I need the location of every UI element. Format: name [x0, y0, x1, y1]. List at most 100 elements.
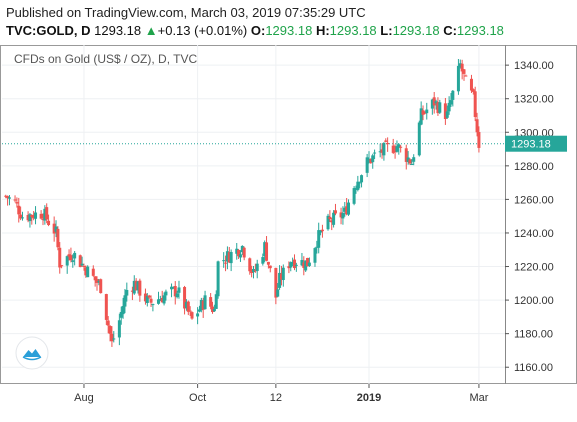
candle-body	[138, 280, 142, 296]
last-price-label: 1293.18	[511, 139, 551, 151]
candle-body	[104, 294, 108, 320]
candle-body	[354, 187, 358, 190]
candle-body	[17, 205, 21, 215]
candle-body	[171, 287, 175, 289]
candle-body	[395, 146, 399, 152]
candle-body	[147, 295, 151, 298]
quote-line: TVC:GOLD, D 1293.18 ▲+0.13 (+0.01%) O:12…	[6, 23, 504, 38]
candle-body	[462, 69, 466, 74]
candle-body	[252, 269, 255, 273]
candle-body	[130, 290, 134, 292]
x-tick-label: Aug	[74, 392, 94, 404]
candle-body	[253, 270, 257, 272]
candle-body	[84, 267, 88, 276]
candle-body	[328, 216, 332, 220]
candle-body	[410, 164, 414, 166]
y-tick-label: 1200.00	[514, 295, 554, 307]
candle-body	[60, 265, 64, 267]
candle-body	[65, 256, 69, 266]
chart-header: Published on TradingView.com, March 03, …	[0, 0, 577, 44]
candle-body	[276, 289, 280, 297]
candle-body	[177, 287, 181, 293]
candle-body	[421, 110, 425, 115]
candle-body	[54, 226, 58, 232]
candle-body	[268, 265, 272, 269]
candle-body	[397, 144, 401, 148]
y-tick-label: 1220.00	[514, 262, 554, 274]
candle-body	[186, 301, 190, 312]
candlestick-chart[interactable]: 1160.00 1180.00 1200.00 1220.00 1240.00 1260.…	[0, 45, 577, 417]
candle-body	[173, 285, 177, 297]
candle-body	[425, 109, 429, 114]
candle-body	[320, 229, 324, 232]
published-info: Published on TradingView.com, March 03, …	[6, 5, 366, 20]
candle-body	[477, 132, 481, 148]
candle-body	[229, 251, 233, 264]
candle-body	[20, 217, 24, 219]
candle-body	[132, 280, 136, 294]
candle-body	[145, 295, 149, 303]
x-tick-label: 12	[270, 392, 282, 404]
candle-body	[473, 91, 477, 117]
chart-frame	[0, 45, 577, 384]
close-value: 1293.18	[456, 23, 504, 38]
price-axis[interactable]: 1160.00 1180.00 1200.00 1220.00 1240.00 1260.…	[505, 60, 567, 374]
candle-body	[19, 214, 23, 219]
candle-body	[306, 257, 310, 267]
y-tick-label: 1260.00	[514, 194, 554, 206]
candle-body	[216, 261, 220, 297]
candle-body	[423, 112, 427, 114]
tradingview-cloud-icon[interactable]	[15, 336, 49, 370]
candle-body	[266, 261, 270, 265]
candle-body	[380, 149, 384, 153]
candle-body	[196, 313, 200, 317]
x-tick-label: Oct	[189, 392, 206, 404]
candle-body	[28, 214, 32, 222]
candle-body	[227, 252, 231, 263]
candle-body	[80, 263, 84, 266]
candle-body	[175, 293, 179, 298]
candle-body	[250, 269, 254, 273]
candle-body	[300, 260, 304, 266]
y-tick-label: 1320.00	[514, 94, 554, 106]
candle-body	[34, 212, 38, 219]
candle-body	[382, 142, 386, 156]
candle-body	[449, 100, 453, 105]
last-price-tag	[505, 135, 567, 152]
x-tick-label: 2019	[357, 392, 381, 404]
chart-area[interactable]: 1160.00 1180.00 1200.00 1220.00 1240.00 1260.…	[0, 45, 577, 417]
candle-body	[291, 261, 295, 265]
candle-body	[201, 300, 205, 310]
candle-body	[119, 311, 123, 318]
candle-body	[7, 197, 11, 199]
candle-body	[430, 99, 434, 109]
candle-body	[261, 257, 265, 264]
candle-body	[106, 320, 110, 326]
candle-body	[240, 245, 244, 253]
time-axis[interactable]: Aug Oct 12 2019 Mar	[74, 384, 489, 404]
candle-body	[278, 272, 282, 288]
candle-body	[39, 213, 43, 219]
x-tick-label: Mar	[469, 392, 488, 404]
candle-body	[451, 90, 455, 100]
candle-body	[458, 63, 462, 68]
candle-body	[211, 306, 215, 313]
candle-body	[203, 295, 207, 310]
candle-body	[125, 289, 129, 296]
candle-body	[151, 304, 155, 306]
candle-body	[73, 252, 77, 259]
candle-body	[121, 306, 125, 315]
candle-body	[188, 310, 192, 312]
candle-body	[406, 157, 410, 162]
candle-body	[356, 181, 360, 190]
candle-body	[184, 301, 188, 308]
y-tick-label: 1160.00	[514, 362, 553, 374]
candle-body	[41, 219, 45, 221]
candle-body	[358, 182, 362, 184]
candle-body	[13, 199, 17, 201]
y-tick-label: 1180.00	[514, 329, 553, 341]
candle-body	[412, 157, 416, 162]
candle-body	[26, 214, 30, 221]
candle-body	[32, 214, 36, 219]
candle-body	[134, 280, 138, 291]
